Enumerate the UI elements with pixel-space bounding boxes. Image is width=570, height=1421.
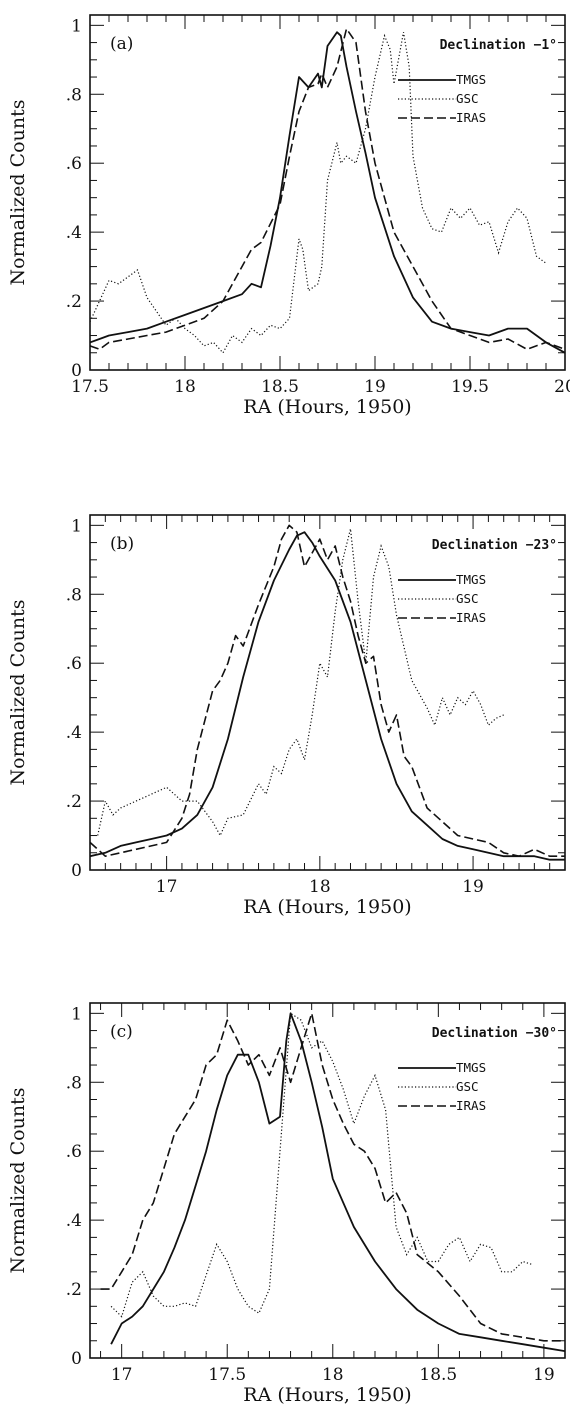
y-tick-label: 1 <box>71 16 82 36</box>
panel-label: (c) <box>110 1022 133 1042</box>
y-tick-label: .2 <box>66 792 82 812</box>
y-tick-label: 1 <box>71 1004 82 1024</box>
y-tick-label: .4 <box>66 723 82 743</box>
x-tick-label: 20 <box>554 377 570 397</box>
y-tick-label: .4 <box>66 223 82 243</box>
y-tick-labels: 0 .2 .4 .6 .8 1 <box>66 16 82 381</box>
series-tmgs-line <box>90 31 565 354</box>
x-tick-label: 19 <box>462 877 484 897</box>
x-tick-label: 19 <box>533 1365 555 1385</box>
declination-annotation: Declination −1° <box>440 38 557 53</box>
legend-label-gsc: GSC <box>456 1079 479 1094</box>
x-axis-label: RA (Hours, 1950) <box>243 896 411 918</box>
y-axis-label: Normalized Counts <box>7 1088 29 1274</box>
x-tick-label: 18.5 <box>419 1365 457 1385</box>
panel-label: (b) <box>110 534 134 554</box>
y-tick-label: .2 <box>66 292 82 312</box>
x-tick-label: 19 <box>364 377 386 397</box>
x-axis-label: RA (Hours, 1950) <box>243 1384 411 1406</box>
legend-label-tmgs: TMGS <box>456 572 486 587</box>
panel-a: 17.5 18 18.5 19 19.5 20 0 .2 .4 .6 .8 1 (a) Declin… <box>7 14 570 418</box>
series-lines <box>90 524 565 861</box>
series-gsc-line <box>90 32 547 354</box>
y-tick-label: 0 <box>71 361 82 381</box>
legend-label-iras: IRAS <box>456 110 486 125</box>
plot-frame <box>89 514 566 871</box>
x-tick-label: 18 <box>322 1365 344 1385</box>
y-tick-label: 0 <box>71 1349 82 1369</box>
series-gsc-line <box>110 1012 534 1318</box>
y-tick-label: .6 <box>66 154 82 174</box>
series-iras-line <box>90 524 565 857</box>
series-lines <box>100 1012 565 1352</box>
y-axis-label: Normalized Counts <box>7 100 29 286</box>
legend: TMGS GSC IRAS <box>398 72 486 125</box>
y-tick-label: 0 <box>71 861 82 881</box>
x-tick-labels: 17.5 18 18.5 19 19.5 20 <box>71 377 570 397</box>
y-tick-label: .6 <box>66 1142 82 1162</box>
panel-label: (a) <box>110 34 133 54</box>
axis-ticks <box>89 15 566 371</box>
y-tick-labels: 0 .2 .4 .6 .8 1 <box>66 1004 82 1369</box>
y-axis-label: Normalized Counts <box>7 600 29 786</box>
x-tick-label: 17 <box>156 877 178 897</box>
panel-c: 17 17.5 18 18.5 19 0 .2 .4 .6 .8 1 (c) Declinatio… <box>7 1002 566 1406</box>
series-iras-line <box>90 28 565 351</box>
y-tick-label: .2 <box>66 1280 82 1300</box>
x-tick-labels: 17 18 19 <box>156 877 484 897</box>
x-axis-label: RA (Hours, 1950) <box>243 396 411 418</box>
legend-label-iras: IRAS <box>456 610 486 625</box>
plot-frame <box>89 1002 566 1359</box>
x-tick-label: 18 <box>309 877 331 897</box>
y-tick-label: .6 <box>66 654 82 674</box>
series-tmgs-line <box>90 531 565 861</box>
x-tick-label: 17.5 <box>208 1365 246 1385</box>
series-tmgs-line <box>110 1012 565 1352</box>
legend-label-tmgs: TMGS <box>456 1060 486 1075</box>
legend-label-gsc: GSC <box>456 591 479 606</box>
plot-frame <box>89 14 566 371</box>
legend: TMGS GSC IRAS <box>398 572 486 625</box>
y-tick-label: .4 <box>66 1211 82 1231</box>
legend-label-tmgs: TMGS <box>456 72 486 87</box>
y-tick-label: 1 <box>71 516 82 536</box>
x-tick-labels: 17 17.5 18 18.5 19 <box>111 1365 555 1385</box>
declination-annotation: Declination −30° <box>432 1026 557 1041</box>
y-tick-label: .8 <box>66 1073 82 1093</box>
legend-label-gsc: GSC <box>456 91 479 106</box>
legend-label-iras: IRAS <box>456 1098 486 1113</box>
panel-b: 17 18 19 0 .2 .4 .6 .8 1 (b) Declination −23° T… <box>7 514 566 918</box>
x-tick-label: 18.5 <box>261 377 299 397</box>
legend: TMGS GSC IRAS <box>398 1060 486 1113</box>
y-tick-label: .8 <box>66 585 82 605</box>
x-tick-label: 18 <box>174 377 196 397</box>
series-gsc-line <box>97 528 504 837</box>
x-tick-label: 17 <box>111 1365 133 1385</box>
y-tick-label: .8 <box>66 85 82 105</box>
axis-ticks <box>90 1003 566 1359</box>
x-tick-label: 17.5 <box>71 377 109 397</box>
series-iras-line <box>100 1012 565 1342</box>
declination-annotation: Declination −23° <box>432 538 557 553</box>
y-tick-labels: 0 .2 .4 .6 .8 1 <box>66 516 82 881</box>
x-tick-label: 19.5 <box>451 377 489 397</box>
axis-ticks <box>89 515 566 871</box>
series-lines <box>90 28 565 354</box>
